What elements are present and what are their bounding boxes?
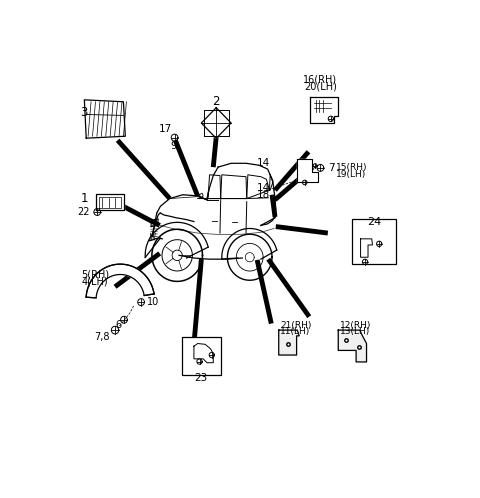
Text: 24: 24: [367, 217, 381, 227]
Polygon shape: [247, 175, 269, 199]
Text: 6: 6: [115, 320, 121, 330]
Polygon shape: [310, 97, 338, 123]
Text: 14: 14: [257, 158, 271, 168]
Text: 21(RH): 21(RH): [280, 321, 312, 330]
Text: 17: 17: [159, 124, 172, 134]
Text: 16(RH): 16(RH): [303, 75, 337, 85]
Polygon shape: [279, 330, 299, 355]
Text: 1: 1: [81, 192, 88, 206]
Bar: [182, 337, 221, 375]
Text: 7,8: 7,8: [94, 332, 109, 342]
Text: 11(LH): 11(LH): [280, 327, 311, 336]
Text: 4(LH): 4(LH): [82, 276, 108, 286]
Polygon shape: [360, 239, 372, 257]
Polygon shape: [202, 108, 231, 138]
Text: 7: 7: [328, 163, 335, 173]
Text: 9: 9: [170, 141, 177, 151]
Text: 3: 3: [81, 106, 88, 119]
Polygon shape: [84, 100, 125, 138]
Text: 20(LH): 20(LH): [304, 82, 337, 92]
Text: 18: 18: [257, 190, 271, 200]
Text: 13(LH): 13(LH): [340, 327, 370, 336]
Polygon shape: [297, 159, 318, 182]
Polygon shape: [208, 175, 221, 199]
Text: 10: 10: [147, 297, 160, 307]
Polygon shape: [96, 194, 124, 211]
Text: 5(RH): 5(RH): [82, 269, 110, 279]
Polygon shape: [221, 175, 247, 199]
Text: 15(RH): 15(RH): [336, 163, 368, 172]
Text: 19(LH): 19(LH): [336, 170, 366, 179]
Text: 12(RH): 12(RH): [340, 321, 371, 330]
Text: 23: 23: [195, 373, 208, 383]
Text: 2: 2: [213, 96, 220, 109]
Polygon shape: [338, 330, 367, 362]
Polygon shape: [194, 344, 213, 363]
Polygon shape: [86, 264, 154, 298]
Text: 22: 22: [77, 207, 89, 217]
Bar: [352, 219, 396, 264]
Text: 14: 14: [257, 183, 271, 193]
